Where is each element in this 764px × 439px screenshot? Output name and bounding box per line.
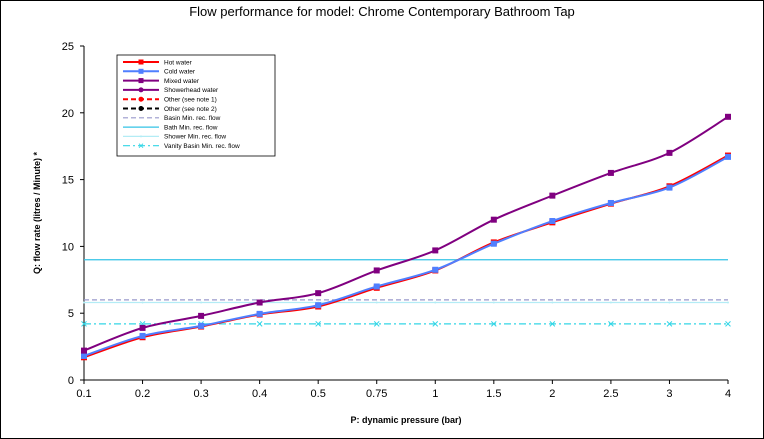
mixed-water-point [315,290,322,297]
y-tick-label: 0 [68,375,74,387]
mixed-water-point [725,113,731,120]
x-tick-label: 2.5 [603,388,618,400]
mixed-water-point [139,324,146,331]
vanity-basin-min-rec-flow-point-stroke-b [81,321,87,327]
x-tick-label: 0.2 [135,388,150,400]
x-tick-label: 0.75 [366,388,387,400]
mixed-water-point [81,347,87,354]
mixed-water-point [607,169,614,176]
mixed-water-point [432,247,439,254]
legend-marker-cold-water [138,68,144,74]
shower-min-rec-flow-point [492,301,495,304]
cold-water-line [83,156,729,357]
shower-min-rec-flow-point [200,301,203,304]
vanity-basin-min-rec-flow-point [549,321,556,327]
legend-label-cold-water: Cold water [164,69,196,76]
vanity-basin-min-rec-flow-point [608,321,614,327]
y-axis-title: Q: flow rate (litres / Minute) * [32,152,42,275]
legend-marker-mixed-water [138,78,144,84]
cold-water-point [549,218,556,225]
legend-label-showerhead-water: Showerhead water [164,87,219,94]
vanity-basin-min-rec-flow-point [490,321,497,327]
shower-min-rec-flow-point [141,301,144,304]
legend-label-other-see-note-1: Other (see note 1) [164,97,217,104]
cold-water-point [198,322,205,329]
vanity-basin-min-rec-flow-point-stroke-b [666,321,673,327]
legend-label-hot-water: Hot water [164,59,193,66]
x-tick-label: 1 [432,388,438,400]
y-tick-label: 10 [62,241,74,253]
y-tick-label: 20 [62,108,74,120]
mixed-water-point [198,312,205,319]
cold-water-point [490,240,497,247]
legend-label-basin-min-rec-flow: Basin Min. rec. flow [164,115,221,122]
cold-water-point [666,184,673,191]
cold-water-point [373,283,380,290]
cold-water-point [81,352,87,359]
chart-title: Flow performance for model: Chrome Conte… [189,4,575,19]
legend-marker-showerhead-water [138,87,144,93]
shower-min-rec-flow-point [83,301,85,304]
x-tick-label: 2 [549,388,555,400]
shower-min-rec-flow-point [434,301,437,304]
cold-water-point [725,153,731,160]
vanity-basin-min-rec-flow-point [373,321,380,327]
legend-label-other-see-note-2: Other (see note 2) [164,106,217,113]
vanity-basin-min-rec-flow-point-stroke-b [490,321,497,327]
x-tick-label: 0.4 [252,388,267,400]
x-tick-label: 3 [666,388,672,400]
legend-label-bath-min-rec-flow: Bath Min. rec. flow [164,124,218,131]
y-tick-label: 5 [68,308,74,320]
vanity-basin-min-rec-flow-point [666,321,673,327]
cold-water-point [607,199,614,206]
x-tick-label: 4 [725,388,731,400]
vanity-basin-min-rec-flow-point-stroke-b [432,321,439,327]
shower-min-rec-flow-point [668,301,671,304]
shower-min-rec-flow-point [551,301,554,304]
legend-marker-vanity-basin-min-rec-flow [138,143,144,149]
y-tick-label: 25 [62,41,74,53]
cold-water-point [315,302,322,309]
legend: Hot water Cold water Mixed water Showerhead… [116,54,276,157]
vanity-basin-min-rec-flow-point-stroke-b [608,321,614,327]
x-tick-label: 0.1 [76,388,91,400]
vanity-basin-min-rec-flow-point-stroke-b [256,321,263,327]
mixed-water-point [549,192,556,199]
mixed-water-point [256,299,263,306]
shower-min-rec-flow-point [375,301,378,304]
shower-min-rec-flow-point [727,301,729,304]
hot-water-line [83,154,729,359]
legend-marker-shower-min-rec-flow [140,135,142,138]
vanity-basin-min-rec-flow-point-stroke-b [725,321,731,327]
cold-water-point [139,332,146,339]
x-tick-label: 0.5 [311,388,326,400]
mixed-water-point [373,267,380,274]
shower-min-rec-flow-point [609,301,612,304]
vanity-basin-min-rec-flow-point [432,321,439,327]
legend-marker-other-see-note-2 [138,106,144,111]
cold-water-point [432,266,439,273]
vanity-basin-min-rec-flow-point-stroke-b [549,321,556,327]
cold-water-point [256,310,263,317]
legend-label-vanity-basin-min-rec-flow: Vanity Basin Min. rec. flow [164,143,240,150]
vanity-basin-min-rec-flow-point-stroke-b [373,321,380,327]
legend-label-shower-min-rec-flow: Shower Min. rec. flow [164,134,226,141]
vanity-basin-min-rec-flow-point [315,321,322,327]
vanity-basin-min-rec-flow-point-stroke-b [315,321,322,327]
legend-marker-other-see-note-1 [138,96,144,102]
x-tick-label: 1.5 [486,388,501,400]
x-axis-title: P: dynamic pressure (bar) [350,415,461,425]
legend-marker-hot-water [138,59,144,65]
vanity-basin-min-rec-flow-point [725,321,731,327]
vanity-basin-min-rec-flow-point [256,321,263,327]
y-tick-label: 15 [62,175,74,187]
mixed-water-point [490,216,497,223]
mixed-water-point [666,149,673,156]
legend-label-mixed-water: Mixed water [164,78,200,85]
vanity-basin-min-rec-flow-point [81,321,87,327]
x-tick-label: 0.3 [193,388,208,400]
